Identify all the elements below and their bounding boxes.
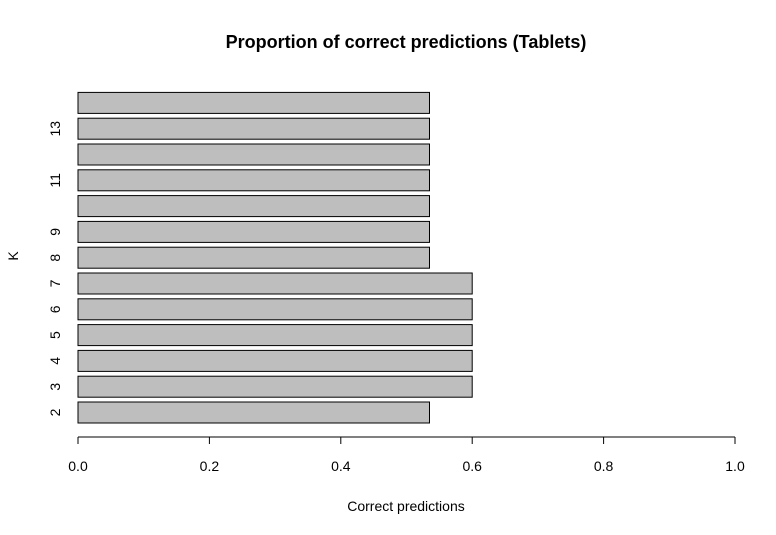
x-tick-label: 0.0 bbox=[68, 458, 88, 474]
bar-k-10 bbox=[77, 195, 430, 218]
x-tick-label: 0.6 bbox=[462, 458, 482, 474]
bar-k-4 bbox=[77, 349, 473, 372]
bar-k-9 bbox=[77, 220, 430, 243]
y-tick-label: 9 bbox=[47, 228, 63, 236]
y-tick-label: 4 bbox=[47, 357, 63, 365]
x-tick-label: 1.0 bbox=[725, 458, 745, 474]
x-axis: 0.0 0.2 0.4 0.6 0.8 1.0 bbox=[68, 436, 745, 474]
x-axis-label: Correct predictions bbox=[347, 498, 465, 514]
y-tick-labels: 2 3 4 5 6 7 8 9 11 13 bbox=[47, 121, 63, 417]
x-tick-label: 0.4 bbox=[331, 458, 351, 474]
y-tick-label: 13 bbox=[47, 121, 63, 137]
y-tick-label: 7 bbox=[47, 279, 63, 287]
bar-k-14 bbox=[77, 91, 430, 114]
y-tick-label: 11 bbox=[47, 173, 63, 188]
y-tick-label: 3 bbox=[47, 383, 63, 391]
bar-k-13 bbox=[77, 117, 430, 140]
bar-k-5 bbox=[77, 324, 473, 347]
bar-k-6 bbox=[77, 298, 473, 321]
y-axis-label: K bbox=[5, 251, 21, 261]
bars-group bbox=[77, 91, 473, 424]
x-tick-label: 0.8 bbox=[594, 458, 614, 474]
bar-k-8 bbox=[77, 246, 430, 269]
bar-k-11 bbox=[77, 169, 430, 192]
bar-k-3 bbox=[77, 375, 473, 398]
bar-k-12 bbox=[77, 143, 430, 166]
y-tick-label: 8 bbox=[47, 254, 63, 262]
y-tick-label: 2 bbox=[47, 408, 63, 416]
bar-k-7 bbox=[77, 272, 473, 295]
bar-k-2 bbox=[77, 401, 430, 424]
chart-title: Proportion of correct predictions (Table… bbox=[226, 32, 587, 52]
y-tick-label: 6 bbox=[47, 305, 63, 313]
x-tick-label: 0.2 bbox=[200, 458, 220, 474]
y-tick-label: 5 bbox=[47, 331, 63, 339]
